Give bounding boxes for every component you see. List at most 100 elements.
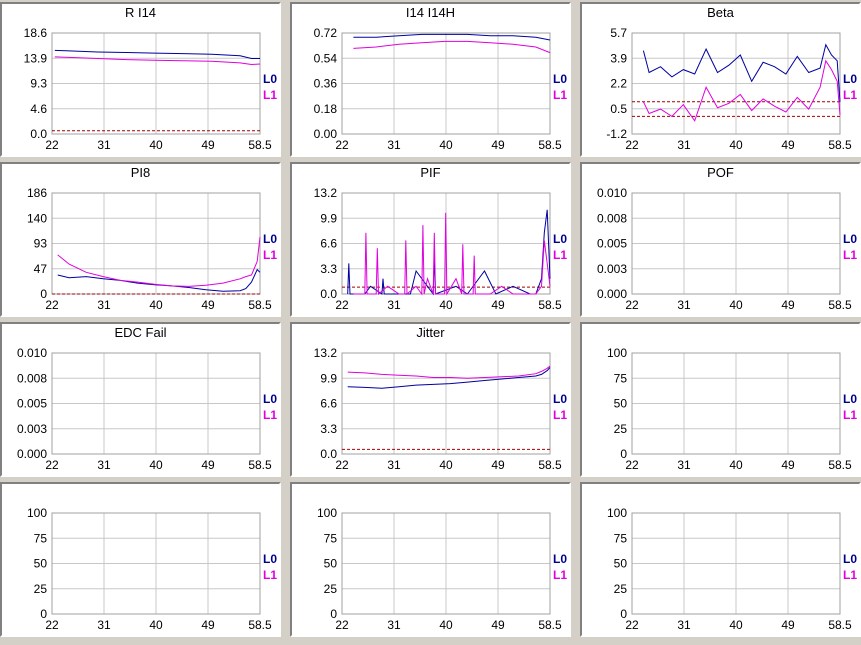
x-tick-label: 49 [491, 618, 505, 632]
y-tick-label: 4.6 [30, 102, 47, 116]
x-tick-label: 58.5 [828, 618, 852, 632]
x-tick-label: 22 [625, 458, 639, 472]
legend-l1: L1 [262, 248, 277, 262]
y-tick-label: 25 [614, 422, 628, 436]
y-tick-label: 0.005 [597, 237, 627, 251]
chart-panel: R I14 22 31 40 49 58.5 0.0 4.6 9.3 13.9 18.6 L0 L1 [0, 2, 281, 157]
legend-l0: L0 [262, 72, 277, 86]
x-tick-label: 40 [439, 138, 453, 152]
y-tick-label: 3.3 [320, 422, 337, 436]
y-tick-label: 0.000 [17, 447, 47, 461]
y-tick-label: 6.6 [320, 237, 337, 251]
chart-plot: 22 31 40 49 58.5 0.0 3.3 6.6 9.9 13.2 [314, 186, 562, 312]
series-line-l1 [347, 365, 551, 379]
x-tick-label: 31 [387, 458, 401, 472]
x-tick-label: 22 [625, 138, 639, 152]
y-tick-label: 25 [34, 582, 48, 596]
plot-frame [341, 192, 551, 295]
chart-plot: 22 31 40 49 58.5 0.000 0.003 0.005 0.008 0.010 [597, 186, 852, 312]
x-tick-label: 58.5 [538, 458, 562, 472]
x-tick-label: 40 [149, 138, 163, 152]
x-tick-label: 40 [439, 458, 453, 472]
x-tick-label: 49 [491, 458, 505, 472]
legend-l1: L1 [842, 568, 857, 582]
y-tick-label: 0.0 [30, 127, 47, 141]
legend-l1: L1 [552, 248, 567, 262]
x-tick-label: 49 [781, 138, 795, 152]
x-tick-label: 40 [149, 618, 163, 632]
chart-plot: 22 31 40 49 58.5 0.0 3.3 6.6 9.9 13.2 [314, 346, 562, 472]
plot-frame [341, 352, 551, 455]
x-tick-label: 31 [677, 298, 691, 312]
y-tick-label: 13.2 [314, 186, 338, 200]
y-tick-label: 0 [40, 287, 47, 301]
y-tick-label: 0.010 [597, 186, 627, 200]
chart-panel: 22 31 40 49 58.5 0 25 50 75 100 L0 L1 [0, 482, 281, 637]
y-tick-label: 186 [27, 186, 47, 200]
legend-l0: L0 [842, 552, 857, 566]
x-tick-label: 40 [439, 618, 453, 632]
y-tick-label: 0 [620, 607, 627, 621]
x-tick-label: 31 [387, 298, 401, 312]
x-tick-label: 58.5 [248, 618, 272, 632]
x-tick-label: 58.5 [828, 298, 852, 312]
plot-frame [631, 192, 841, 295]
x-tick-label: 22 [625, 298, 639, 312]
chart-panel: EDC Fail 22 31 40 49 58.5 0.000 0.003 0.005 0.008… [0, 322, 281, 477]
y-tick-label: 13.2 [314, 346, 338, 360]
y-tick-label: 0.005 [17, 397, 47, 411]
chart-plot: 22 31 40 49 58.5 -1.2 0.5 2.2 3.9 5.7 [606, 26, 852, 152]
chart-panel: PIF 22 31 40 49 58.5 0.0 3.3 6.6 9.9 13.2 L0 L1 [290, 162, 571, 317]
legend-l0: L0 [842, 232, 857, 246]
legend-l1: L1 [552, 568, 567, 582]
y-tick-label: 9.9 [320, 211, 337, 225]
y-tick-label: 0 [620, 447, 627, 461]
chart-plot: 22 31 40 49 58.5 0 25 50 75 100 [27, 506, 272, 632]
chart-panel: PI8 22 31 40 49 58.5 0 47 93 140 186 L0 L1 [0, 162, 281, 317]
series-line-l1 [353, 40, 551, 54]
y-tick-label: 0.0 [320, 287, 337, 301]
legend-l0: L0 [552, 232, 567, 246]
series-line-l1 [57, 236, 261, 287]
chart-panel: 22 31 40 49 58.5 0 25 50 75 100 L0 L1 [580, 482, 861, 637]
y-tick-label: 25 [614, 582, 628, 596]
y-tick-label: 0.008 [597, 211, 627, 225]
chart-plot: 22 31 40 49 58.5 0 47 93 140 186 [27, 186, 272, 312]
chart-plot: 22 31 40 49 58.5 0.000 0.003 0.005 0.008 0.010 [17, 346, 272, 472]
legend-l0: L0 [552, 552, 567, 566]
y-tick-label: 0.003 [17, 422, 47, 436]
x-tick-label: 31 [97, 458, 111, 472]
y-tick-label: 3.3 [320, 262, 337, 276]
legend-l0: L0 [262, 232, 277, 246]
y-tick-label: 18.6 [24, 26, 48, 40]
y-tick-label: 140 [27, 211, 47, 225]
x-tick-label: 49 [201, 618, 215, 632]
legend-l0: L0 [842, 72, 857, 86]
legend-l1: L1 [262, 88, 277, 102]
x-tick-label: 22 [335, 138, 349, 152]
y-tick-label: 93 [34, 237, 48, 251]
x-tick-label: 40 [729, 298, 743, 312]
x-tick-label: 58.5 [538, 618, 562, 632]
x-tick-label: 31 [97, 618, 111, 632]
y-tick-label: 0 [330, 607, 337, 621]
series-line-l0 [642, 43, 841, 102]
y-tick-label: 50 [614, 557, 628, 571]
chart-plot: 22 31 40 49 58.5 0 25 50 75 100 [607, 506, 852, 632]
series-line-l0 [57, 268, 261, 292]
y-tick-label: 0.003 [597, 262, 627, 276]
y-tick-label: 0.00 [314, 127, 338, 141]
x-tick-label: 58.5 [828, 138, 852, 152]
x-tick-label: 49 [491, 298, 505, 312]
chart-title: Jitter [416, 325, 445, 340]
x-tick-label: 22 [335, 618, 349, 632]
chart-title: PI8 [130, 165, 151, 180]
chart-panel: Beta 22 31 40 49 58.5 -1.2 0.5 2.2 3.9 5.7 L0 L1 [580, 2, 861, 157]
x-tick-label: 49 [201, 298, 215, 312]
chart-panel: POF 22 31 40 49 58.5 0.000 0.003 0.005 0.008 0.010… [580, 162, 861, 317]
y-tick-label: 0.0 [320, 447, 337, 461]
x-tick-label: 40 [149, 458, 163, 472]
y-tick-label: 75 [34, 531, 48, 545]
x-tick-label: 22 [335, 298, 349, 312]
legend-l1: L1 [552, 408, 567, 422]
